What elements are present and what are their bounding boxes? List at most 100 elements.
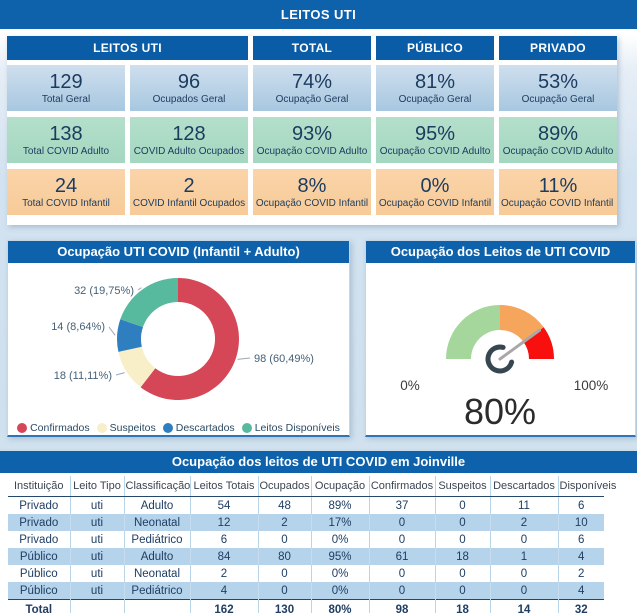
column-header-classifica-o[interactable]: Classificação xyxy=(123,476,190,497)
kpi-cards-grid: 129 Total Geral 96 Ocupados Geral 74% Ocupaçã… xyxy=(7,65,617,215)
table-cell: uti xyxy=(69,565,124,582)
kpi-card-covid-infantil-ocupados[interactable]: 2 COVID Infantil Ocupados xyxy=(130,169,248,215)
legend-item-suspeitos[interactable]: Suspeitos xyxy=(96,422,156,434)
table-row-privado-pedi-trico[interactable]: Privado uti Pediátrico 6 0 0% 0 0 0 6 xyxy=(8,531,604,548)
table-cell: 4 xyxy=(557,548,604,565)
column-header-institui-o[interactable]: Instituição xyxy=(8,476,70,497)
column-header-dispon-veis[interactable]: Disponíveis xyxy=(557,476,616,497)
legend-label: Leitos Disponíveis xyxy=(254,422,340,434)
table-cell: 0 xyxy=(434,531,490,548)
legend-item-descartados[interactable]: Descartados xyxy=(162,422,235,434)
donut-slice-label-confirmados: 98 (60,49%) xyxy=(254,353,314,365)
table-total-cell: 80% xyxy=(310,599,369,613)
donut-panel-title: Ocupação UTI COVID (Infantil + Adulto) xyxy=(8,241,349,263)
column-header-total: TOTAL xyxy=(253,36,371,60)
gauge-band-80-100 xyxy=(523,327,554,359)
kpi-card-ocupa-o-covid-infantil[interactable]: 0% Ocupação COVID Infantil xyxy=(376,169,494,215)
column-header-descartados[interactable]: Descartados xyxy=(489,476,558,497)
donut-slice-confirmados[interactable] xyxy=(140,278,239,400)
kpi-card-covid-adulto-ocupados[interactable]: 128 COVID Adulto Ocupados xyxy=(130,117,248,163)
table-row-p-blico-pedi-trico[interactable]: Público uti Pediátrico 4 0 0% 0 0 0 4 xyxy=(8,582,604,600)
table-cell: 0 xyxy=(489,531,558,548)
page-title-bar: LEITOS UTI xyxy=(0,0,637,29)
table-total-cell xyxy=(69,599,124,613)
donut-label-connector xyxy=(137,287,142,291)
column-header-ocupa-o[interactable]: Ocupação xyxy=(310,476,369,497)
donut-chart[interactable]: 98 (60,49%) 18 (11,11%) 14 (8,64%) 32 (19,7… xyxy=(8,263,349,411)
kpi-value: 2 xyxy=(183,175,195,197)
kpi-cards-header: LEITOS UTI TOTAL PÚBLICO PRIVADO xyxy=(7,36,617,60)
column-header-suspeitos[interactable]: Suspeitos xyxy=(434,476,490,497)
kpi-card-ocupa-o-covid-adulto[interactable]: 89% Ocupação COVID Adulto xyxy=(499,117,617,163)
column-header-confirmados[interactable]: Confirmados xyxy=(368,476,435,497)
kpi-card-total-geral[interactable]: 129 Total Geral xyxy=(7,65,125,111)
table-cell: Neonatal xyxy=(123,514,190,531)
table-row-privado-neonatal[interactable]: Privado uti Neonatal 12 2 17% 0 0 2 10 xyxy=(8,514,604,531)
occupancy-table: Instituição Leito Tipo Classificação Leitos… xyxy=(8,476,616,613)
column-header-leito-tipo[interactable]: Leito Tipo xyxy=(69,476,124,497)
table-cell: uti xyxy=(69,496,124,514)
donut-slice-label-descartados: 14 (8,64%) xyxy=(51,321,105,333)
donut-label-connector xyxy=(108,326,116,336)
kpi-value: 8% xyxy=(297,175,327,197)
legend-item-confirmados[interactable]: Confirmados xyxy=(17,422,90,434)
table-cell: Adulto xyxy=(123,548,190,565)
kpi-card-ocupa-o-covid-adulto[interactable]: 93% Ocupação COVID Adulto xyxy=(253,117,371,163)
kpi-label: Ocupação Geral xyxy=(398,94,472,105)
column-header-ocupados[interactable]: Ocupados xyxy=(257,476,311,497)
kpi-card-ocupa-o-geral[interactable]: 74% Ocupação Geral xyxy=(253,65,371,111)
gauge-min-label: 0% xyxy=(400,378,420,393)
table-total-cell: 32 xyxy=(557,599,604,613)
legend-item-leitos-dispon-veis[interactable]: Leitos Disponíveis xyxy=(241,422,340,434)
kpi-value: 24 xyxy=(54,175,78,197)
donut-panel: Ocupação UTI COVID (Infantil + Adulto) 9… xyxy=(7,240,350,437)
gauge-max-label: 100% xyxy=(574,378,609,393)
legend-dot-icon xyxy=(96,423,107,433)
kpi-label: Ocupação COVID Adulto xyxy=(502,146,614,157)
gauge-chart[interactable]: 0% 100% 80% xyxy=(366,263,635,435)
gauge-value-label: 80% xyxy=(464,391,536,432)
donut-legend: Confirmados Suspeitos Descartados Leitos Di… xyxy=(8,416,349,440)
kpi-card-ocupa-o-covid-adulto[interactable]: 95% Ocupação COVID Adulto xyxy=(376,117,494,163)
table-cell: uti xyxy=(69,531,124,548)
table-cell: 1 xyxy=(489,548,558,565)
table-cell: 2 xyxy=(557,565,604,582)
kpi-label: Ocupação COVID Adulto xyxy=(379,146,491,157)
kpi-label: Total COVID Infantil xyxy=(22,198,110,209)
table-cell: Privado xyxy=(19,533,59,546)
table-cell: 4 xyxy=(557,582,604,600)
table-cell: 0 xyxy=(257,565,311,582)
kpi-label: Ocupados Geral xyxy=(152,94,226,105)
table-total-cell: Total xyxy=(8,599,70,613)
donut-slice-suspeitos[interactable] xyxy=(118,346,156,388)
kpi-card-ocupa-o-geral[interactable]: 53% Ocupação Geral xyxy=(499,65,617,111)
table-header-row: Instituição Leito Tipo Classificação Leitos… xyxy=(8,476,616,497)
legend-dot-icon xyxy=(17,423,28,433)
table-row-privado-adulto[interactable]: Privado uti Adulto 54 48 89% 37 0 11 6 xyxy=(8,496,604,514)
kpi-card-ocupados-geral[interactable]: 96 Ocupados Geral xyxy=(130,65,248,111)
table-cell: uti xyxy=(69,548,124,565)
kpi-card-ocupa-o-covid-infantil[interactable]: 8% Ocupação COVID Infantil xyxy=(253,169,371,215)
table-cell: uti xyxy=(69,514,124,531)
table-cell: 84 xyxy=(189,548,258,565)
kpi-card-total-covid-adulto[interactable]: 138 Total COVID Adulto xyxy=(7,117,125,163)
donut-slice-descartados[interactable] xyxy=(117,319,143,352)
kpi-card-total-covid-infantil[interactable]: 24 Total COVID Infantil xyxy=(7,169,125,215)
table-row-p-blico-adulto[interactable]: Público uti Adulto 84 80 95% 61 18 1 4 xyxy=(8,548,604,565)
table-total-cell: 130 xyxy=(257,599,311,613)
kpi-card-ocupa-o-covid-infantil[interactable]: 11% Ocupação COVID Infantil ... xyxy=(499,169,617,215)
table-cell: 0 xyxy=(368,565,435,582)
gauge-hub-icon xyxy=(485,344,515,374)
kpi-label: COVID Infantil Ocupados xyxy=(132,198,246,209)
kpi-value: 0% xyxy=(420,175,450,197)
gauge-panel-title: Ocupação dos Leitos de UTI COVID xyxy=(366,241,635,263)
column-header-leitos-totais[interactable]: Leitos Totais xyxy=(189,476,258,497)
table-cell: 0% xyxy=(310,582,369,600)
table-cell: 0 xyxy=(257,582,311,600)
kpi-value: 138 xyxy=(49,123,83,145)
donut-slice-leitos-dispon-veis[interactable] xyxy=(120,278,178,327)
kpi-card-ocupa-o-geral[interactable]: 81% Ocupação Geral xyxy=(376,65,494,111)
table-cell: 0 xyxy=(434,496,490,514)
page-title: LEITOS UTI xyxy=(280,7,357,22)
table-row-p-blico-neonatal[interactable]: Público uti Neonatal 2 0 0% 0 0 0 2 xyxy=(8,565,604,582)
